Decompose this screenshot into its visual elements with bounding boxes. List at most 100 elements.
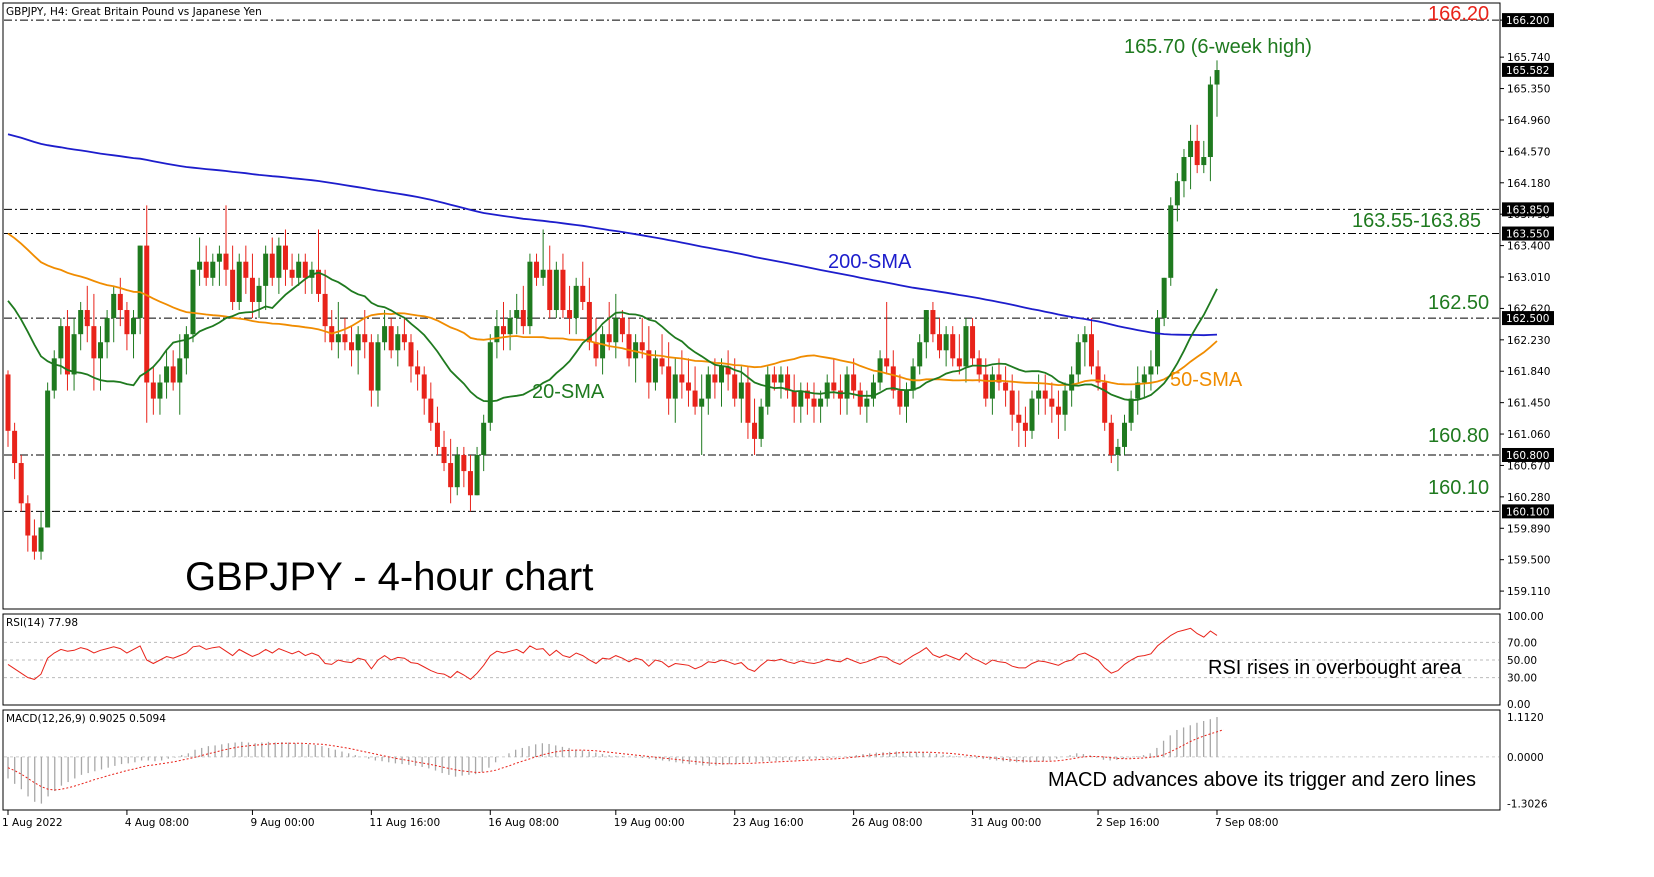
bull-candle bbox=[1128, 398, 1134, 423]
bear-candle bbox=[1088, 334, 1094, 367]
bull-candle bbox=[137, 245, 143, 319]
bull-candle bbox=[514, 310, 520, 319]
bear-candle bbox=[124, 310, 130, 335]
bull-candle bbox=[256, 285, 262, 302]
bear-candle bbox=[467, 471, 473, 496]
bear-candle bbox=[1016, 414, 1022, 423]
macd-tick-label: -1.3026 bbox=[1507, 799, 1548, 811]
price-tag-label: 163.850 bbox=[1506, 204, 1549, 216]
bull-candle bbox=[1155, 318, 1161, 367]
price-tag-box bbox=[1502, 202, 1554, 217]
bear-candle bbox=[421, 374, 427, 399]
bear-candle bbox=[983, 374, 989, 399]
bear-candle bbox=[725, 366, 731, 375]
bear-candle bbox=[12, 430, 18, 464]
bear-candle bbox=[1003, 382, 1009, 391]
bull-candle bbox=[58, 326, 64, 359]
bull-candle bbox=[375, 342, 381, 391]
bear-candle bbox=[441, 446, 447, 464]
sma50-line bbox=[7, 232, 1218, 387]
bear-candle bbox=[5, 374, 11, 431]
price-tag-label: 163.550 bbox=[1506, 229, 1549, 241]
bear-candle bbox=[606, 334, 612, 343]
bear-candle bbox=[1049, 398, 1055, 407]
bull-candle bbox=[870, 382, 876, 399]
bear-candle bbox=[857, 390, 863, 407]
bull-candle bbox=[1082, 334, 1088, 343]
bear-candle bbox=[692, 390, 698, 407]
bull-candle bbox=[1075, 342, 1081, 375]
bear-candle bbox=[666, 366, 672, 399]
bull-candle bbox=[1188, 140, 1194, 158]
bull-candle bbox=[527, 261, 533, 327]
bear-candle bbox=[626, 334, 632, 359]
bull-candle bbox=[1174, 181, 1180, 206]
y-tick-label: 160.280 bbox=[1507, 492, 1550, 504]
rsi-panel-frame bbox=[2, 613, 1501, 706]
bull-candle bbox=[600, 334, 606, 359]
bull-candle bbox=[78, 310, 84, 335]
bear-candle bbox=[639, 342, 645, 351]
bear-candle bbox=[712, 374, 718, 383]
bull-candle bbox=[71, 334, 77, 375]
bull-candle bbox=[553, 269, 559, 311]
macd-tick-label: 1.1120 bbox=[1507, 712, 1544, 724]
bear-candle bbox=[831, 382, 837, 391]
bull-candle bbox=[1062, 390, 1068, 415]
bull-candle bbox=[382, 326, 388, 343]
bull-candle bbox=[989, 374, 995, 399]
rsi-tick-label: 0.00 bbox=[1507, 699, 1530, 711]
level-label: 160.80 bbox=[1428, 425, 1489, 447]
price-tag-box bbox=[1502, 62, 1554, 77]
bull-candle bbox=[131, 318, 137, 335]
bear-candle bbox=[64, 326, 70, 375]
bull-candle bbox=[652, 358, 658, 383]
bull-candle bbox=[487, 342, 493, 423]
bear-candle bbox=[586, 301, 592, 343]
x-tick-label: 1 Aug 2022 bbox=[2, 817, 63, 829]
bull-candle bbox=[1214, 70, 1220, 85]
bear-candle bbox=[434, 422, 440, 447]
y-tick-label: 162.230 bbox=[1507, 335, 1550, 347]
bull-candle bbox=[573, 285, 579, 319]
x-tick-label: 4 Aug 08:00 bbox=[125, 817, 189, 829]
x-tick-label: 2 Sep 16:00 bbox=[1096, 817, 1159, 829]
x-tick-label: 9 Aug 00:00 bbox=[250, 817, 314, 829]
bear-candle bbox=[771, 374, 777, 383]
bear-candle bbox=[685, 382, 691, 391]
bull-candle bbox=[1069, 374, 1075, 391]
bull-candle bbox=[765, 374, 771, 407]
bear-candle bbox=[428, 398, 434, 423]
bull-candle bbox=[1148, 366, 1154, 375]
bear-candle bbox=[1108, 422, 1114, 455]
bear-candle bbox=[1022, 422, 1028, 431]
bear-candle bbox=[930, 310, 936, 335]
bull-candle bbox=[778, 374, 784, 383]
bear-candle bbox=[897, 390, 903, 407]
y-tick-label: 159.500 bbox=[1507, 555, 1550, 567]
indicator-annotation: 200-SMA bbox=[828, 251, 912, 273]
x-tick-label: 31 Aug 00:00 bbox=[971, 817, 1042, 829]
macd-label: MACD(12,26,9) 0.9025 0.5094 bbox=[6, 713, 166, 725]
bear-candle bbox=[851, 374, 857, 391]
bear-candle bbox=[249, 277, 255, 302]
indicator-annotation: 20-SMA bbox=[532, 381, 605, 403]
bull-candle bbox=[51, 358, 57, 391]
bull-candle bbox=[296, 261, 302, 278]
y-tick-label: 161.840 bbox=[1507, 366, 1550, 378]
bear-candle bbox=[448, 463, 454, 488]
bull-candle bbox=[454, 454, 460, 488]
bear-candle bbox=[804, 390, 810, 399]
bull-candle bbox=[540, 269, 546, 278]
bear-candle bbox=[593, 342, 599, 359]
macd-histogram bbox=[7, 717, 1218, 804]
bear-candle bbox=[580, 285, 586, 302]
y-tick-label: 163.400 bbox=[1507, 241, 1550, 253]
indicator-lines bbox=[7, 133, 1224, 791]
bear-candle bbox=[547, 269, 553, 311]
price-tag-label: 160.100 bbox=[1506, 506, 1549, 518]
horizontal-levels bbox=[4, 19, 1499, 758]
rsi-tick-label: 70.00 bbox=[1507, 637, 1537, 649]
x-tick-label: 26 Aug 08:00 bbox=[852, 817, 923, 829]
